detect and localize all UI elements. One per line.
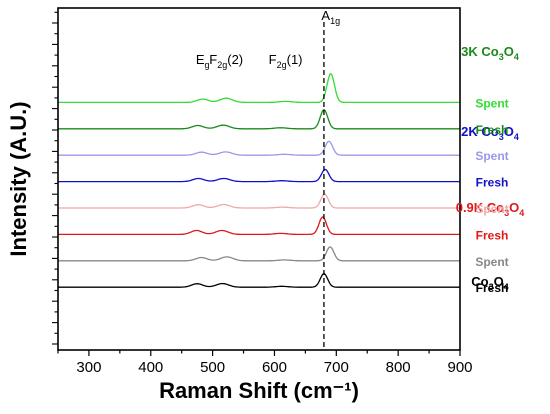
x-tick-label: 800 (386, 359, 411, 376)
peak-label: Eg (196, 52, 210, 70)
trace-5-fresh (58, 216, 460, 236)
state-label-fresh: Fresh (476, 123, 509, 137)
sample-title: 2K Co3O4 (461, 124, 519, 142)
x-tick-label: 500 (200, 359, 225, 376)
x-tick-label: 900 (447, 359, 472, 376)
x-axis-ticks: 300 400 500 600 700 800 900 (57, 350, 473, 376)
peak-label: A1g (321, 8, 340, 26)
y-axis-ticks (52, 11, 58, 345)
state-label-fresh: Fresh (476, 228, 509, 242)
x-tick-label: 300 (76, 359, 101, 376)
trace-4-spent (58, 193, 460, 209)
sample-labels: 3K Co3O4 2K Co3O4 0.9K Co3O4 Co3O4 Spent Fres… (456, 44, 525, 295)
peak-labels: Eg F2g(2) F2g(1) A1g (196, 8, 340, 70)
trace-2-spent (58, 140, 460, 156)
trace-0-spent (58, 72, 460, 104)
sample-title: 0.9K Co3O4 (456, 200, 525, 218)
trace-1-fresh (58, 108, 460, 130)
state-label-fresh: Fresh (476, 281, 509, 295)
sample-title: 3K Co3O4 (461, 44, 519, 62)
trace-3-fresh (58, 168, 460, 183)
y-axis-label: Intensity (A.U.) (6, 101, 31, 256)
x-tick-label: 400 (138, 359, 163, 376)
peak-label: F2g(2) (209, 52, 243, 70)
sample-title: Co3O4 (471, 274, 509, 292)
trace-6-spent (58, 246, 460, 262)
trace-7-fresh (58, 273, 460, 288)
state-label-spent: Spent (475, 96, 508, 110)
x-tick-label: 700 (324, 359, 349, 376)
state-label-spent: Spent (475, 149, 508, 163)
state-label-fresh: Fresh (476, 176, 509, 190)
state-label-spent: Spent (475, 255, 508, 269)
spectra-traces (58, 72, 460, 288)
plot-frame (57, 7, 461, 351)
state-label-spent: Spent (475, 202, 508, 216)
x-tick-label: 600 (262, 359, 287, 376)
peak-label: F2g(1) (269, 52, 303, 70)
x-axis-label: Raman Shift (cm⁻¹) (159, 378, 359, 403)
